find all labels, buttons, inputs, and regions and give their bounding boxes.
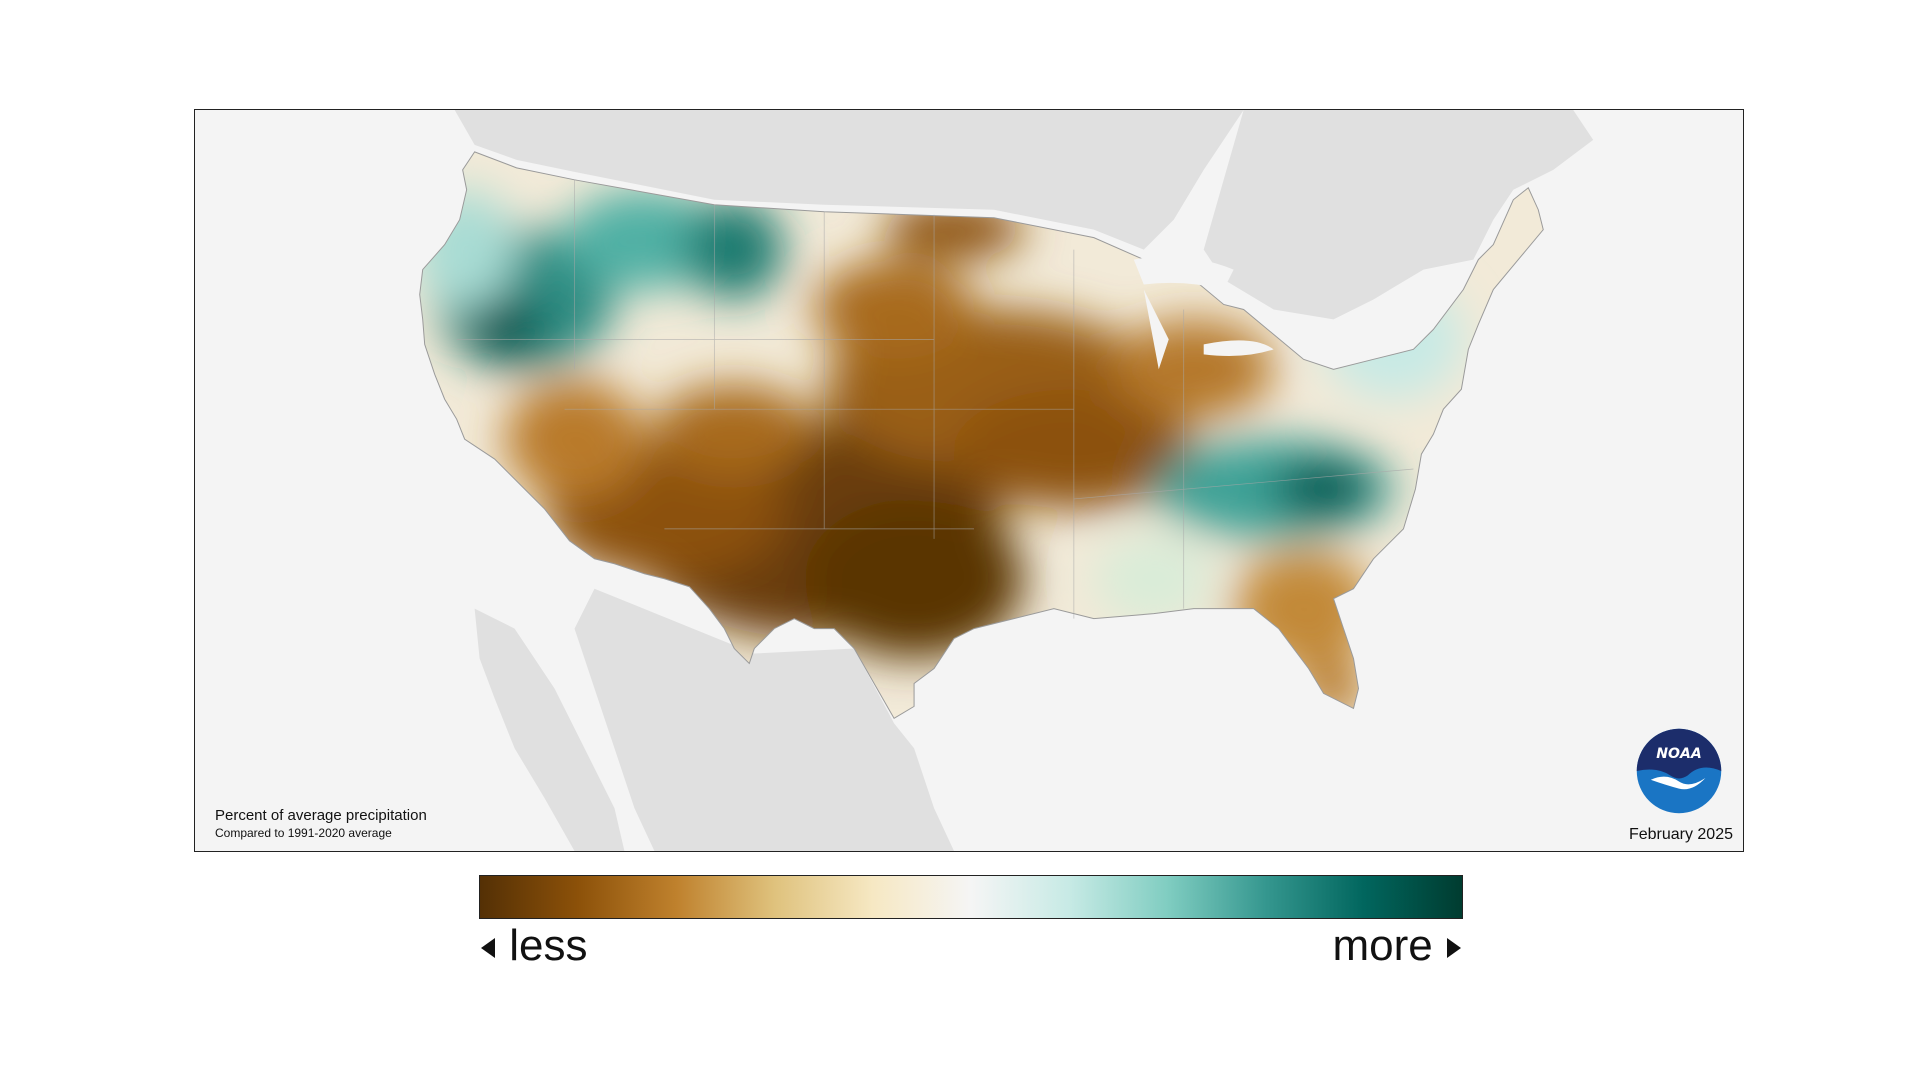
map-frame: Percent of average precipitation Compare…	[194, 109, 1744, 852]
noaa-logo: NOAA	[1636, 728, 1722, 814]
color-scale-bar	[479, 875, 1463, 919]
great-lakes	[1133, 256, 1274, 370]
left-arrow-icon	[481, 938, 495, 959]
precipitation-map	[419, 110, 1594, 851]
legend-more-label: more	[1332, 921, 1433, 970]
date-label: February 2025	[1628, 826, 1733, 843]
legend-less-label: less	[509, 921, 588, 970]
canada-landmass	[454, 110, 1244, 250]
caption-subtitle: Compared to 1991-2020 average	[215, 826, 392, 840]
right-arrow-icon	[1447, 938, 1461, 959]
svg-text:NOAA: NOAA	[1656, 746, 1702, 762]
legend-more: more	[1333, 918, 1463, 974]
mexico-landmass	[574, 588, 955, 851]
caption-title: Percent of average precipitation	[215, 807, 427, 824]
canada-east-landmass	[1203, 110, 1594, 320]
legend-less: less	[479, 918, 587, 974]
baja-landmass	[474, 608, 625, 851]
